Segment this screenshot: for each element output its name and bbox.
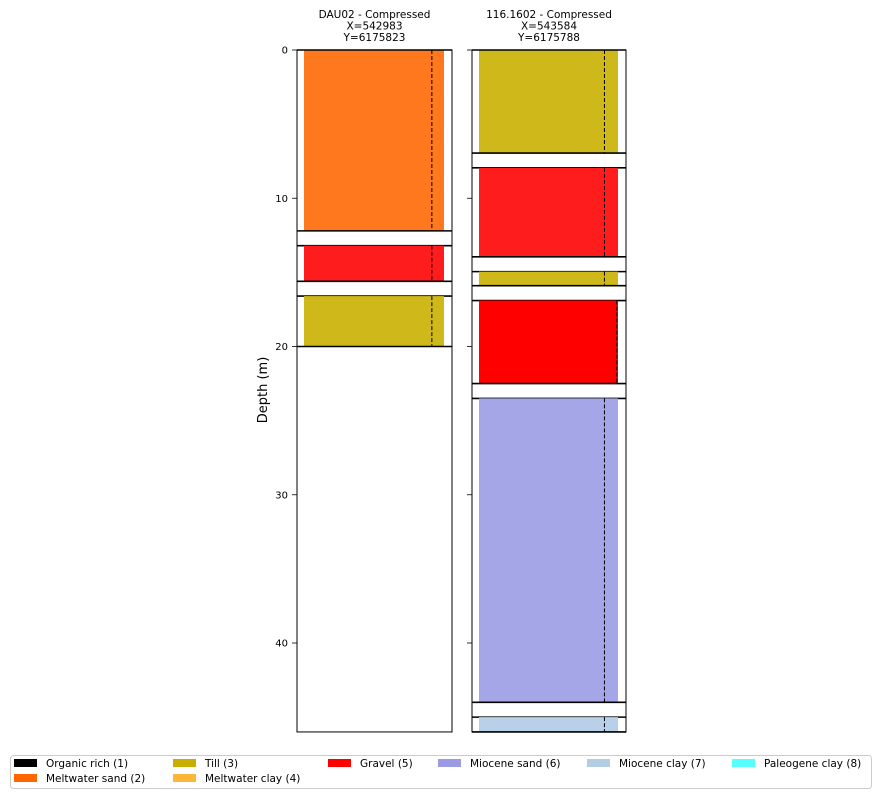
panel-x-coord: X=542983 (346, 21, 402, 33)
y-tick-label: 0 (282, 46, 288, 57)
layer-bar (479, 300, 618, 384)
legend-label: Miocene sand (6) (470, 758, 561, 770)
legend-swatch (173, 759, 196, 767)
layer-bar (304, 50, 444, 231)
legend-label: Organic rich (1) (46, 758, 128, 770)
layer-bar (479, 167, 618, 257)
layer-bar (479, 271, 618, 286)
legend-swatch (438, 759, 461, 767)
y-tick-label: 20 (275, 342, 288, 353)
layer-bar (479, 398, 618, 703)
layer-bar (479, 717, 618, 732)
legend-swatch (14, 759, 37, 767)
legend-label: Meltwater clay (4) (205, 773, 300, 785)
legend-swatch (587, 759, 610, 767)
y-tick-label: 30 (275, 490, 288, 501)
y-tick-label: 10 (275, 194, 288, 205)
legend-label: Meltwater sand (2) (46, 773, 145, 785)
layer-bar (304, 296, 444, 347)
legend-label: Paleogene clay (8) (764, 758, 861, 770)
legend-label: Gravel (5) (360, 758, 413, 770)
axes-frame (296, 49, 453, 733)
y-axis-label: Depth (m) (256, 357, 271, 424)
legend-swatch (732, 759, 755, 767)
panel-x-coord: X=543584 (521, 21, 577, 33)
legend-label: Till (3) (204, 758, 238, 770)
axes-frame (471, 49, 627, 733)
legend: Organic rich (1) Meltwater sand (2) Till (… (10, 755, 872, 789)
panel-title: 116.1602 - Compressed (486, 9, 612, 21)
legend-label: Miocene clay (7) (619, 758, 706, 770)
panel-title: DAU02 - Compressed (319, 9, 431, 21)
y-tick-label: 40 (275, 639, 288, 650)
legend-swatch (173, 774, 196, 782)
panel-y-coord: Y=6175823 (343, 32, 406, 44)
layer-bar (479, 50, 618, 154)
panel-y-coord: Y=6175788 (517, 32, 580, 44)
legend-swatch (14, 774, 37, 782)
layer-bar (304, 245, 444, 282)
legend-swatch (328, 759, 351, 767)
legend-frame (10, 755, 872, 789)
